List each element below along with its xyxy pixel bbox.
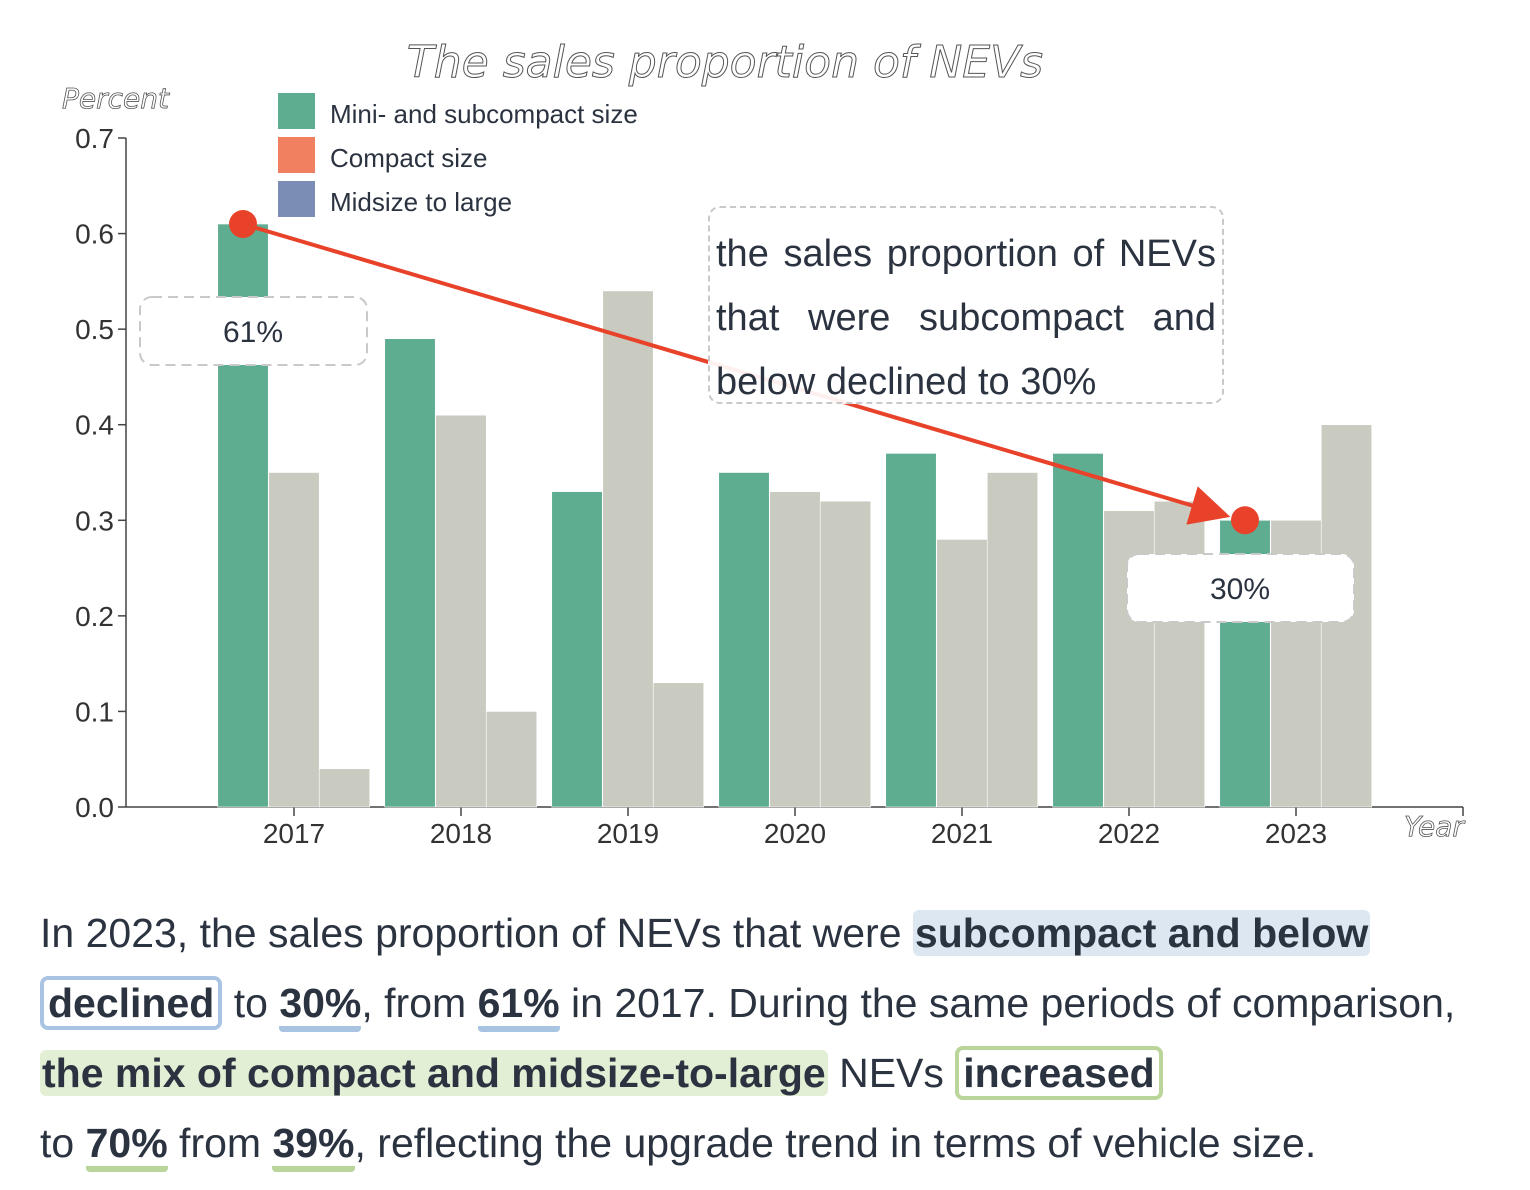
legend-swatch bbox=[278, 181, 315, 217]
bar-2021-series-3 bbox=[986, 472, 1039, 808]
value-label-box bbox=[1126, 553, 1355, 623]
highlight-mix: the mix of compact and midsize-to-large bbox=[40, 1050, 828, 1096]
x-tick-label: 2019 bbox=[597, 818, 659, 849]
summary-segment: from bbox=[167, 1120, 273, 1166]
y-tick-label: 0.1 bbox=[75, 696, 114, 727]
legend-swatch bbox=[278, 93, 315, 129]
y-ticks: 0.0 0.1 0.2 0.3 0.4 0.5 0.6 0.7 bbox=[75, 123, 126, 823]
x-tick-label: 2020 bbox=[764, 818, 826, 849]
chart-title: The sales proportion of NEVs bbox=[407, 37, 1043, 88]
summary-segment: , from bbox=[361, 980, 478, 1026]
bar-2018-series-2 bbox=[435, 414, 487, 808]
y-tick-label: 0.4 bbox=[75, 410, 114, 441]
marker-2017 bbox=[229, 210, 257, 239]
y-tick-label: 0.2 bbox=[75, 601, 114, 632]
y-tick-label: 0.6 bbox=[75, 219, 114, 250]
x-axis-label: Year bbox=[1404, 810, 1465, 843]
y-tick-label: 0.3 bbox=[75, 505, 114, 536]
bar-2019-series-1 bbox=[551, 491, 603, 808]
bar-2018-series-3 bbox=[485, 711, 538, 808]
highlight-declined: declined bbox=[40, 976, 223, 1030]
bar-2019-series-3 bbox=[652, 682, 705, 808]
summary-text: In 2023, the sales proportion of NEVs th… bbox=[40, 898, 1500, 1178]
x-tick-label: 2021 bbox=[931, 818, 993, 849]
highlight-increased: increased bbox=[955, 1046, 1163, 1100]
summary-segment: NEVs bbox=[827, 1050, 956, 1096]
x-tick-label: 2023 bbox=[1265, 818, 1327, 849]
summary-segment: in 2017. During the same periods of comp… bbox=[559, 980, 1456, 1026]
highlight-61-percent: 61% bbox=[477, 980, 560, 1032]
legend-label: Midsize to large bbox=[330, 187, 512, 217]
highlight-subcompact: subcompact and below bbox=[912, 910, 1371, 956]
y-tick-label: 0.7 bbox=[75, 123, 114, 154]
x-tick-label: 2022 bbox=[1098, 818, 1160, 849]
legend-swatch bbox=[278, 137, 315, 173]
bars bbox=[217, 223, 1373, 808]
bar-2022-series-1 bbox=[1052, 453, 1104, 808]
y-axis-label: Percent bbox=[62, 82, 170, 115]
y-tick-label: 0.5 bbox=[75, 314, 114, 345]
summary-segment: In 2023, the sales proportion of NEVs th… bbox=[40, 910, 913, 956]
legend-label: Compact size bbox=[330, 143, 488, 173]
bar-2020-series-3 bbox=[819, 500, 872, 808]
y-tick-label: 0.0 bbox=[75, 792, 114, 823]
bar-2018-series-1 bbox=[384, 338, 436, 808]
bar-2019-series-2 bbox=[602, 290, 654, 808]
bar-2017-series-3 bbox=[318, 768, 371, 808]
summary-segment: , reflecting the upgrade trend in terms … bbox=[354, 1120, 1317, 1166]
highlight-30-percent: 30% bbox=[279, 980, 362, 1032]
value-label-box bbox=[139, 296, 368, 366]
bar-2022-series-3 bbox=[1153, 500, 1206, 808]
legend-label: Mini- and subcompact size bbox=[330, 99, 638, 129]
bar-chart: The sales proportion of NEVs Percent Yea… bbox=[62, 37, 1466, 850]
highlight-39-percent: 39% bbox=[272, 1120, 355, 1172]
marker-2023 bbox=[1231, 506, 1259, 535]
x-tick-label: 2017 bbox=[263, 818, 325, 849]
bar-2021-series-1 bbox=[885, 453, 937, 808]
summary-segment: to bbox=[40, 1120, 86, 1166]
bar-2020-series-2 bbox=[769, 491, 821, 808]
bar-2021-series-2 bbox=[936, 539, 988, 808]
bar-2020-series-1 bbox=[718, 472, 770, 808]
summary-segment: to bbox=[222, 980, 280, 1026]
x-ticks: 2017 2018 2019 2020 2021 2022 2023 bbox=[263, 807, 1327, 849]
value-label-2023: 30% bbox=[1210, 573, 1270, 606]
legend: Mini- and subcompact size Compact size Mid… bbox=[278, 93, 638, 217]
callout-box: the sales proportion of NEVs that were s… bbox=[708, 206, 1224, 404]
highlight-70-percent: 70% bbox=[85, 1120, 168, 1172]
x-tick-label: 2018 bbox=[430, 818, 492, 849]
value-label-2017: 61% bbox=[223, 316, 283, 349]
bar-2017-series-2 bbox=[268, 472, 320, 808]
